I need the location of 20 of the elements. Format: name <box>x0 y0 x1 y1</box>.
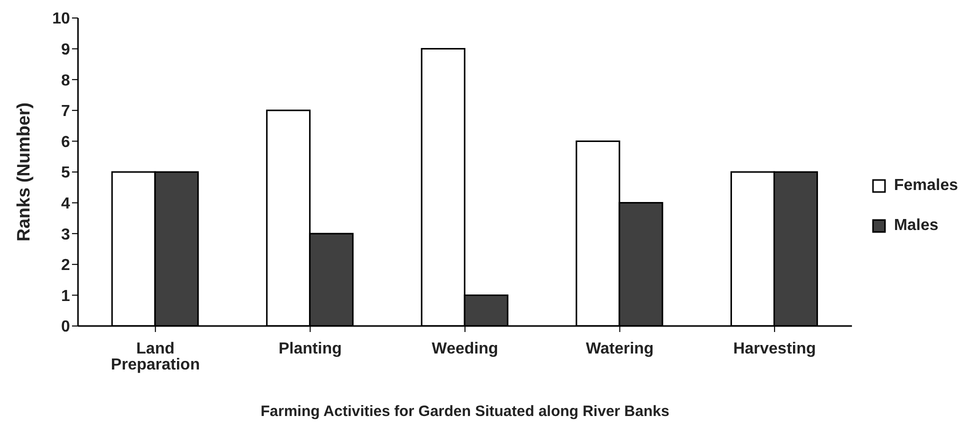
x-tick-label: Harvesting <box>733 340 816 358</box>
legend-label: Females <box>894 177 958 195</box>
y-axis-title: Ranks (Number) <box>13 102 34 242</box>
y-tick-label: 3 <box>61 226 70 244</box>
x-tick-label: Watering <box>586 340 654 358</box>
y-tick-label: 2 <box>61 257 70 274</box>
y-tick-label: 10 <box>52 10 70 28</box>
y-tick-label: 4 <box>61 195 70 212</box>
y-tick-label: 7 <box>61 103 70 120</box>
x-tick-label: Weeding <box>432 340 498 358</box>
x-axis-title: Farming Activities for Garden Situated along River Banks <box>260 403 670 420</box>
x-tick-label: Land Preparation <box>110 340 200 374</box>
y-tick-label: 5 <box>61 164 70 182</box>
x-tick-label: Planting <box>278 340 342 358</box>
y-tick-label: 0 <box>61 318 70 336</box>
y-tick-label: 6 <box>61 134 70 151</box>
y-tick-label: 8 <box>61 72 70 90</box>
y-tick-label: 1 <box>61 288 70 305</box>
y-tick-label: 9 <box>61 41 70 58</box>
legend-label: Males <box>894 217 938 235</box>
